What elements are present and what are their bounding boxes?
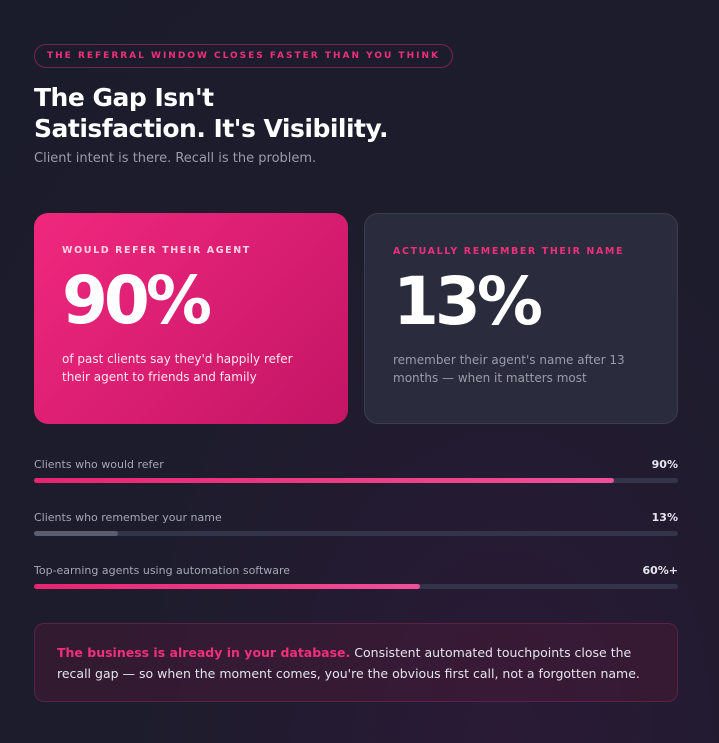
stat-card-refer: WOULD REFER THEIR AGENT 90% of past clie… xyxy=(34,213,348,424)
progress-track xyxy=(34,584,678,589)
progress-fill xyxy=(34,478,614,483)
callout-box: The business is already in your database… xyxy=(34,623,678,702)
page-title-line-2: Satisfaction. It's Visibility. xyxy=(34,114,389,143)
stat-card-label: WOULD REFER THEIR AGENT xyxy=(62,245,251,256)
progress-track xyxy=(34,531,678,536)
callout-highlight: The business is already in your database… xyxy=(57,645,351,660)
eyebrow-text: THE REFERRAL WINDOW CLOSES FASTER THAN Y… xyxy=(47,51,440,61)
progress-value: 60%+ xyxy=(642,564,678,577)
page-title: The Gap Isn't Satisfaction. It's Visibil… xyxy=(34,82,534,144)
page-title-line-1: The Gap Isn't xyxy=(34,83,214,112)
stat-card-label: ACTUALLY REMEMBER THEIR NAME xyxy=(393,246,625,257)
progress-fill xyxy=(34,531,118,536)
stat-card-value: 90% xyxy=(62,262,212,339)
progress-label: Clients who remember your name xyxy=(34,511,222,524)
progress-value: 90% xyxy=(651,458,678,471)
progress-row-automation: Top-earning agents using automation soft… xyxy=(34,564,678,604)
progress-track xyxy=(34,478,678,483)
progress-row-remember: Clients who remember your name 13% xyxy=(34,511,678,551)
page-subtitle: Client intent is there. Recall is the pr… xyxy=(34,151,317,166)
progress-label: Clients who would refer xyxy=(34,458,164,471)
stat-card-description: of past clients say they'd happily refer… xyxy=(62,352,293,384)
progress-row-refer: Clients who would refer 90% xyxy=(34,458,678,498)
progress-fill xyxy=(34,584,421,589)
eyebrow-badge: THE REFERRAL WINDOW CLOSES FASTER THAN Y… xyxy=(34,44,453,68)
stat-card-value: 13% xyxy=(393,263,543,340)
stat-card-description: remember their agent's name after 13 mon… xyxy=(393,353,625,385)
progress-value: 13% xyxy=(651,511,678,524)
callout-text: Consistent automated touchpoints close t… xyxy=(57,645,640,681)
progress-label: Top-earning agents using automation soft… xyxy=(34,564,291,577)
stat-card-remember: ACTUALLY REMEMBER THEIR NAME 13% remembe… xyxy=(364,213,678,424)
